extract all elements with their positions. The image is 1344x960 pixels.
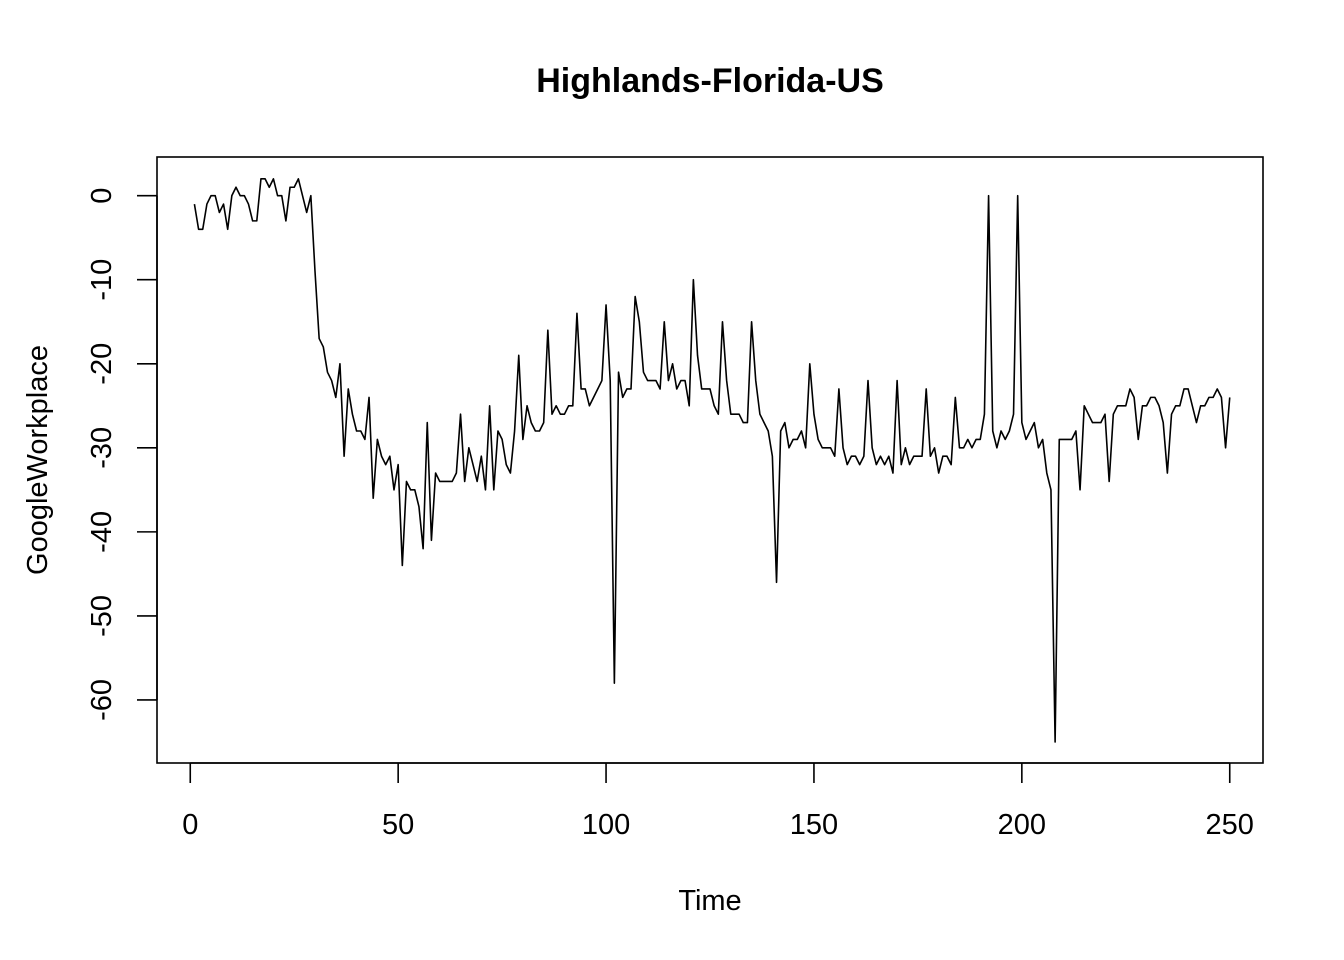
x-axis: 0 50 100 150 200 250 xyxy=(182,762,1254,841)
x-axis-label: Time xyxy=(678,885,741,917)
y-tick-label: -30 xyxy=(86,427,118,469)
x-tick-label: 0 xyxy=(182,809,198,841)
y-tick-label: -60 xyxy=(86,679,118,721)
y-tick-label: -10 xyxy=(86,259,118,301)
chart-title: Highlands-Florida-US xyxy=(536,62,884,100)
x-tick-label: 50 xyxy=(382,809,414,841)
series-layer xyxy=(193,178,1231,743)
y-tick-label: -40 xyxy=(86,511,118,553)
y-axis: 0 -10 -20 -30 -40 -50 -60 xyxy=(86,188,158,721)
y-axis-label: GoogleWorkplace xyxy=(22,345,54,575)
x-tick-label: 150 xyxy=(790,809,838,841)
y-tick-label: -50 xyxy=(86,595,118,637)
x-tick-label: 200 xyxy=(998,809,1046,841)
x-tick-label: 100 xyxy=(582,809,630,841)
x-tick-label: 250 xyxy=(1206,809,1254,841)
y-tick-label: 0 xyxy=(86,188,118,204)
series-line xyxy=(193,178,1231,743)
y-tick-label: -20 xyxy=(86,343,118,385)
plot-frame xyxy=(156,156,1264,764)
